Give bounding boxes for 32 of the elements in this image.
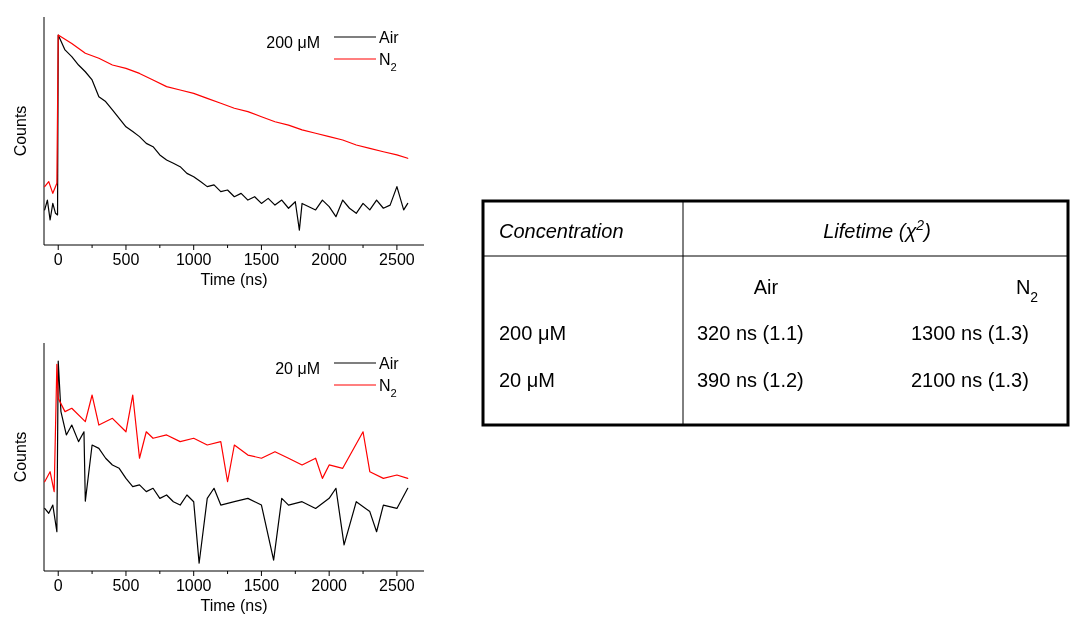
x-axis-title: Time (ns): [200, 597, 268, 614]
text: 320 ns (1.1): [697, 322, 804, 344]
x-tick-label: 2000: [311, 251, 348, 268]
x-tick-label: 1500: [243, 577, 280, 594]
legend-label: N$_{2}$: [379, 51, 397, 73]
x-axis-title: Time (ns): [200, 271, 268, 288]
x-tick-label: 2000: [311, 577, 348, 594]
x-tick-label: 2500: [379, 251, 415, 268]
x-tick-label: 500: [112, 577, 140, 594]
y-axis-title: Counts: [12, 105, 29, 157]
text: Concentration: [499, 220, 624, 242]
legend-label: Air: [379, 355, 400, 372]
x-tick-label: 0: [53, 251, 63, 268]
text: N$_{2}$: [1015, 276, 1039, 305]
x-tick-label: 500: [112, 251, 140, 268]
text: 200 μM: [499, 322, 567, 344]
y-axis-title: Counts: [12, 431, 29, 483]
text: Air: [753, 276, 779, 298]
text: 1300 ns (1.3): [911, 322, 1029, 344]
x-tick-label: 2500: [379, 577, 415, 594]
annotation: 20 μM: [275, 360, 320, 377]
legend-label: Air: [379, 29, 400, 46]
text: 390 ns (1.2): [697, 369, 804, 391]
text: Lifetime (χ$^{2}$): [823, 217, 931, 242]
x-tick-label: 0: [53, 577, 63, 594]
x-tick-label: 1000: [175, 251, 212, 268]
text: 2100 ns (1.3): [911, 369, 1029, 391]
annotation: 200 μM: [266, 34, 320, 51]
legend-label: N$_{2}$: [379, 377, 397, 399]
x-tick-label: 1500: [243, 251, 280, 268]
text: 20 μM: [499, 369, 555, 391]
x-tick-label: 1000: [175, 577, 212, 594]
